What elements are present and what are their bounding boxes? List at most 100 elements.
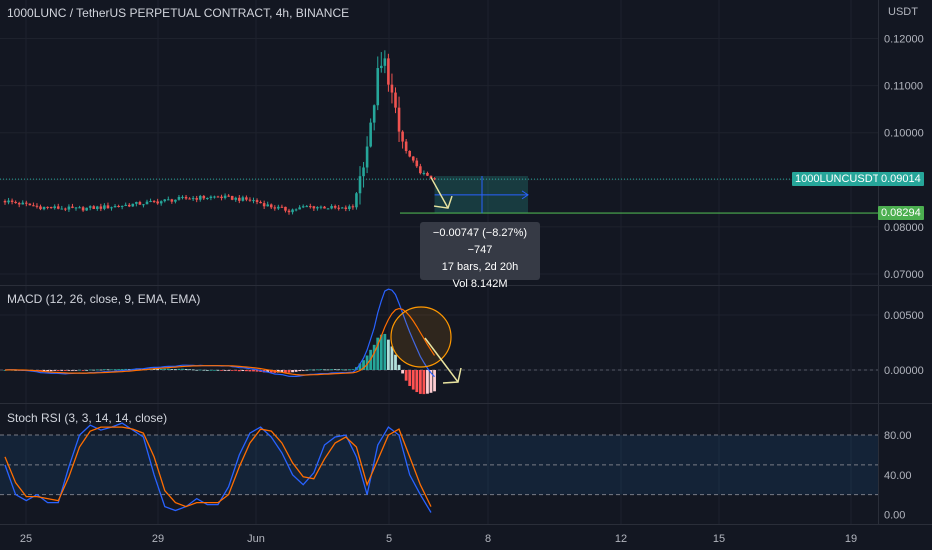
candle-body xyxy=(312,206,316,209)
candle-body xyxy=(17,203,21,205)
macd-hist-bar xyxy=(3,370,7,371)
macd-hist-bar xyxy=(252,370,255,372)
macd-hist-bar xyxy=(358,363,362,370)
candle-body xyxy=(230,195,234,200)
macd-hist-bar xyxy=(422,370,426,395)
price-tick-0: 0.12000 xyxy=(884,34,924,46)
candle-body xyxy=(380,65,383,69)
candle-body xyxy=(149,200,152,202)
macd-hist-bar xyxy=(88,369,92,371)
macd-pane[interactable] xyxy=(0,288,878,395)
candle-body xyxy=(269,204,273,208)
macd-hist-bar xyxy=(312,369,316,371)
candle-body xyxy=(234,197,238,200)
macd-hist-bar xyxy=(195,369,199,371)
candle-body xyxy=(209,196,213,198)
macd-hist-bar xyxy=(227,370,231,371)
candle-body xyxy=(216,196,220,198)
candle-body xyxy=(25,202,28,204)
price-tick-5: 0.07000 xyxy=(884,269,924,281)
candle-body xyxy=(422,172,426,174)
candle-body xyxy=(362,167,365,177)
stoch-tick-0: 80.00 xyxy=(884,430,912,442)
candle-body xyxy=(131,203,135,207)
macd-hist-bar xyxy=(316,369,319,371)
macd-hist-bar xyxy=(216,369,220,371)
candle-body xyxy=(138,202,142,205)
macd-hist-bar xyxy=(85,369,89,371)
stoch-k-line xyxy=(4,422,432,513)
time-tick-3: 5 xyxy=(386,533,392,545)
price-pane[interactable] xyxy=(0,50,878,215)
candle-body xyxy=(156,201,159,204)
candle-body xyxy=(152,200,156,202)
macd-hist-bar xyxy=(234,370,238,371)
macd-hist-bar xyxy=(110,369,113,371)
macd-hist-bar xyxy=(255,370,259,372)
price-axis[interactable]: 0.120000.110000.100000.090000.080000.070… xyxy=(884,34,924,522)
candle-body xyxy=(53,206,56,209)
macd-hist-bar xyxy=(230,370,234,371)
candle-body xyxy=(64,208,67,210)
candle-body xyxy=(32,205,35,207)
macd-hist-bar xyxy=(209,369,213,371)
candle-body xyxy=(351,206,355,208)
macd-hist-bar xyxy=(81,370,85,371)
candle-body xyxy=(46,206,49,208)
macd-hist-bar xyxy=(401,370,404,374)
macd-hist-bar xyxy=(266,370,270,373)
macd-hist-bar xyxy=(99,369,103,371)
macd-hist-bar xyxy=(269,370,273,373)
macd-hist-bar xyxy=(92,369,96,371)
candle-body xyxy=(404,141,408,151)
candle-body xyxy=(419,166,422,174)
candle-body xyxy=(309,206,312,208)
macd-hist-bar xyxy=(74,370,78,371)
candle-body xyxy=(294,209,298,211)
candle-body xyxy=(142,204,145,206)
candle-body xyxy=(117,206,120,208)
macd-hist-bar xyxy=(365,355,369,370)
macd-hist-bar xyxy=(372,344,376,370)
macd-hist-bar xyxy=(411,370,415,390)
macd-hist-bar xyxy=(308,369,312,371)
candle-body xyxy=(78,207,81,209)
macd-hist-bar xyxy=(67,370,71,371)
macd-hist-bar xyxy=(404,370,408,381)
stoch-guide-lines xyxy=(0,434,878,496)
tooltip-volume: Vol 8.142M xyxy=(452,278,508,290)
candle-body xyxy=(326,208,330,210)
candle-body xyxy=(56,206,60,209)
candle-body xyxy=(301,206,305,208)
candle-body xyxy=(223,195,227,199)
candle-body xyxy=(344,207,348,209)
target-price-tag: 0.08294 xyxy=(878,206,924,220)
candle-body xyxy=(110,207,113,209)
macd-hist-bar xyxy=(177,368,181,370)
macd-hist-bar xyxy=(426,370,429,394)
candle-body xyxy=(426,172,429,176)
projection-arrowhead xyxy=(521,190,529,200)
time-axis[interactable]: 25 29 Jun 5 8 12 15 19 xyxy=(20,533,857,545)
macd-hist-bar xyxy=(344,369,348,371)
candle-body xyxy=(369,122,372,147)
macd-hist-bar xyxy=(53,370,57,371)
stoch-tick-2: 0.00 xyxy=(884,510,905,522)
macd-hist-bar xyxy=(248,370,252,372)
currency-label: USDT xyxy=(888,6,918,18)
tooltip-bars: 17 bars, 2d 20h xyxy=(441,261,519,273)
macd-hist-bar xyxy=(60,370,64,371)
candle-body xyxy=(319,206,323,208)
macd-hist-bar xyxy=(181,368,184,370)
macd-highlight-circle xyxy=(390,306,452,368)
macd-hist-bar xyxy=(333,369,337,371)
candle-body xyxy=(28,203,32,206)
candle-body xyxy=(340,207,344,209)
candle-body xyxy=(241,197,245,201)
candle-body xyxy=(170,199,174,202)
candles xyxy=(3,50,436,215)
candle-body xyxy=(10,200,14,202)
macd-hist-bar xyxy=(78,369,81,371)
macd-hist-bar xyxy=(63,370,67,371)
stoch-rsi-pane[interactable] xyxy=(0,422,878,513)
